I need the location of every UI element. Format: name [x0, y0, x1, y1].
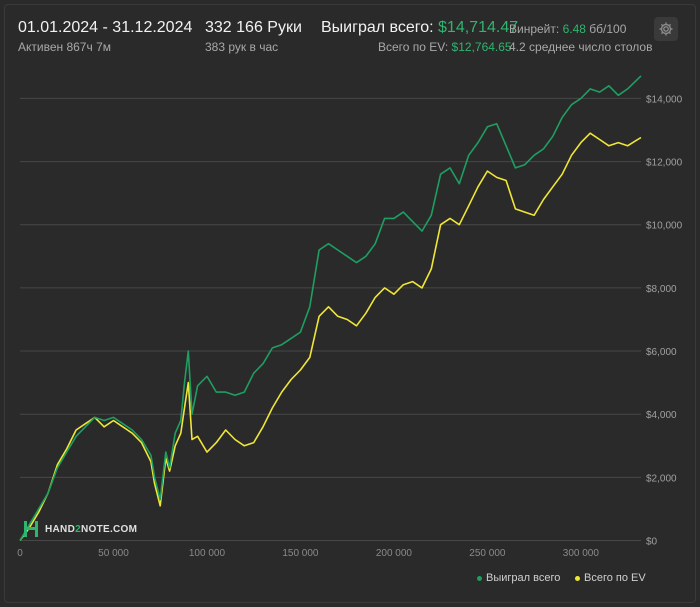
- hand2note-logo: HAND2NOTE.COM: [23, 518, 137, 540]
- y-tick-label: $4,000: [646, 410, 677, 421]
- y-tick-label: $2,000: [646, 473, 677, 484]
- avg-tables: 4.2 среднее число столов: [509, 40, 653, 54]
- legend-won[interactable]: Выиграл всего: [477, 572, 560, 584]
- active-time: Активен 867ч 7м: [18, 40, 111, 54]
- hands-per-hour: 383 рук в час: [205, 40, 279, 54]
- settings-button[interactable]: [654, 17, 678, 41]
- legend-won-label: Выиграл всего: [486, 572, 561, 584]
- winrate: Винрейт: 6.48 бб/100: [509, 22, 626, 36]
- winrate-label: Винрейт:: [509, 22, 560, 36]
- winrate-value: 6.48: [562, 22, 586, 36]
- x-tick-label: 250 000: [469, 548, 506, 559]
- x-tick-label: 200 000: [376, 548, 413, 559]
- y-tick-label: $10,000: [646, 221, 683, 232]
- y-tick-label: $0: [646, 537, 658, 548]
- x-tick-label: 0: [17, 548, 23, 559]
- hands-count: 332 166 Руки: [205, 19, 302, 36]
- legend-ev-dot: [575, 575, 580, 581]
- total-ev-label: Всего по EV:: [378, 40, 449, 54]
- y-tick-label: $12,000: [646, 158, 683, 169]
- logo-text: HAND2NOTE.COM: [45, 523, 138, 535]
- y-tick-label: $14,000: [646, 94, 683, 105]
- x-tick-label: 100 000: [189, 548, 226, 559]
- y-tick-label: $8,000: [646, 284, 677, 295]
- total-won: Выиграл всего: $14,714.47: [321, 19, 518, 37]
- total-ev: Всего по EV: $12,764.65: [378, 40, 512, 54]
- x-tick-label: 150 000: [282, 548, 319, 559]
- total-ev-value: $12,764.65: [451, 40, 512, 54]
- series-won-line[interactable]: [19, 75, 642, 541]
- legend-ev[interactable]: Всего по EV: [575, 572, 646, 584]
- total-won-label: Выиграл всего:: [321, 19, 434, 36]
- logo-mark-icon: [24, 521, 38, 537]
- total-won-value: $14,714.47: [438, 19, 519, 36]
- y-tick-label: $6,000: [646, 347, 677, 358]
- date-range[interactable]: 01.01.2024 - 31.12.2024: [18, 19, 193, 36]
- x-tick-label: 50 000: [98, 548, 129, 559]
- x-tick-label: 300 000: [563, 548, 600, 559]
- series-ev-line[interactable]: [19, 132, 642, 541]
- report-panel: [4, 4, 696, 603]
- gear-icon: [659, 22, 673, 36]
- winrate-unit: бб/100: [589, 22, 627, 36]
- legend-won-dot: [477, 575, 482, 581]
- legend-ev-label: Всего по EV: [584, 572, 646, 584]
